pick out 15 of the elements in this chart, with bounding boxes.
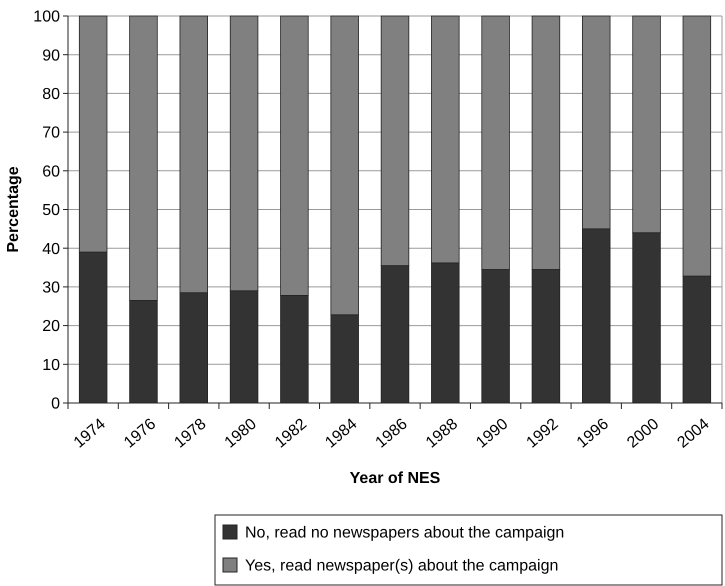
y-tick-label: 80 [42,86,60,103]
y-tick-label: 40 [42,240,60,258]
y-tick-label: 20 [42,318,60,336]
y-tick-label: 70 [42,124,60,142]
y-tick-label: 100 [33,8,60,26]
y-tick-label: 60 [42,163,60,180]
y-tick-label: 90 [42,47,60,64]
legend-label: No, read no newspapers about the campaign [245,524,564,542]
y-tick-label: 10 [42,356,60,374]
x-axis-title: Year of NES [350,470,441,487]
y-tick-label: 30 [42,280,60,296]
y-axis-title: Percentage [5,166,22,253]
y-tick-label: 0 [51,396,60,413]
y-tick-label: 50 [42,202,60,220]
legend-label: Yes, read newspaper(s) about the campaign [245,558,558,575]
